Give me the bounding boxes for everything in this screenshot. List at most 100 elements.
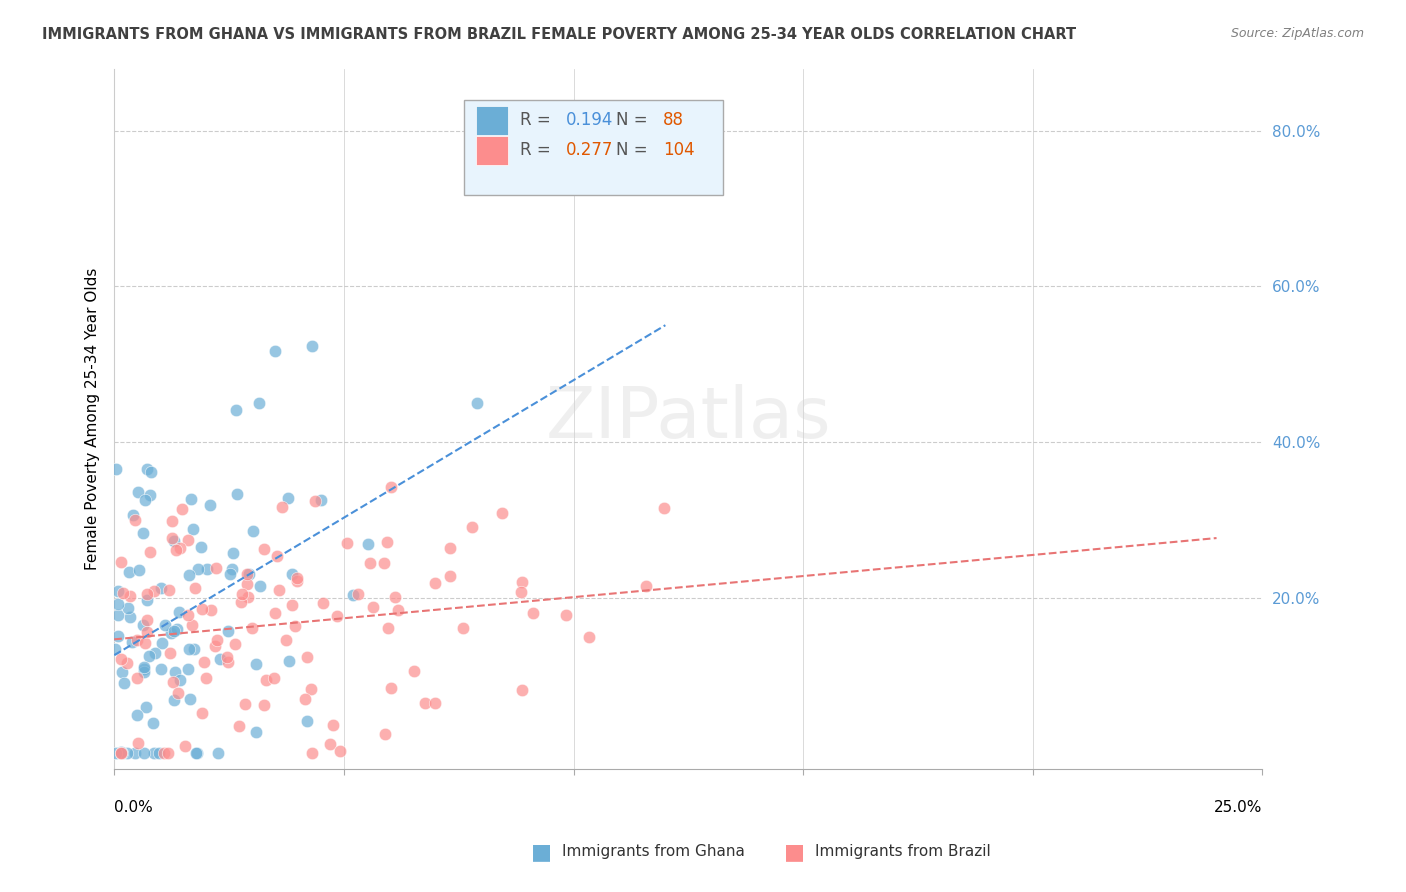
Text: N =: N = — [616, 112, 652, 129]
Point — [281, 598, 304, 612]
Point — [128, 563, 150, 577]
Text: 25.0%: 25.0% — [1215, 799, 1263, 814]
Point — [177, 607, 200, 622]
Point — [510, 575, 533, 590]
Point — [374, 726, 396, 740]
Point — [107, 629, 129, 643]
Point — [238, 590, 260, 604]
Point — [152, 636, 174, 650]
FancyBboxPatch shape — [464, 100, 723, 194]
Point — [110, 652, 132, 666]
Point — [207, 747, 229, 761]
Text: 0.194: 0.194 — [565, 112, 613, 129]
Point — [162, 674, 184, 689]
Point — [387, 603, 409, 617]
Point — [235, 577, 257, 591]
Text: 0.277: 0.277 — [565, 142, 613, 160]
Point — [124, 513, 146, 527]
Point — [121, 508, 143, 522]
Point — [240, 621, 263, 635]
Point — [578, 630, 600, 644]
Point — [163, 534, 186, 549]
Point — [124, 747, 146, 761]
Point — [342, 587, 364, 601]
Text: IMMIGRANTS FROM GHANA VS IMMIGRANTS FROM BRAZIL FEMALE POVERTY AMONG 25-34 YEAR : IMMIGRANTS FROM GHANA VS IMMIGRANTS FROM… — [42, 27, 1077, 42]
Point — [229, 595, 252, 609]
Text: 88: 88 — [664, 112, 685, 129]
Point — [186, 747, 208, 761]
Point — [110, 745, 132, 759]
FancyBboxPatch shape — [475, 136, 508, 165]
Point — [183, 641, 205, 656]
Text: N =: N = — [616, 142, 652, 160]
Point — [439, 568, 461, 582]
Point — [159, 646, 181, 660]
Point — [226, 487, 249, 501]
Point — [110, 747, 132, 761]
Point — [187, 562, 209, 576]
Point — [267, 582, 290, 597]
Point — [120, 589, 142, 603]
Point — [461, 519, 484, 533]
Point — [165, 665, 187, 679]
Point — [184, 747, 207, 761]
Point — [103, 641, 125, 656]
Point — [253, 541, 276, 556]
Point — [281, 566, 304, 581]
Point — [295, 714, 318, 728]
Point — [254, 673, 277, 687]
Point — [205, 632, 228, 647]
Point — [153, 747, 176, 761]
Point — [375, 535, 398, 549]
Point — [160, 531, 183, 545]
Point — [346, 587, 368, 601]
Point — [117, 600, 139, 615]
Point — [247, 396, 270, 410]
Point — [522, 607, 544, 621]
Text: ZIPatlas: ZIPatlas — [546, 384, 831, 453]
Point — [157, 582, 180, 597]
Point — [132, 747, 155, 761]
Point — [160, 625, 183, 640]
Point — [245, 725, 267, 739]
Point — [111, 746, 134, 760]
Point — [266, 549, 288, 564]
Point — [139, 545, 162, 559]
Point — [198, 498, 221, 512]
Point — [138, 648, 160, 663]
Point — [163, 624, 186, 638]
Point — [142, 716, 165, 731]
Point — [136, 624, 159, 639]
Point — [125, 633, 148, 648]
Point — [162, 693, 184, 707]
Point — [136, 613, 159, 627]
Point — [304, 494, 326, 508]
Point — [165, 542, 187, 557]
Point — [217, 655, 239, 669]
Point — [166, 622, 188, 636]
Point — [118, 565, 141, 579]
Point — [322, 718, 344, 732]
Text: ■: ■ — [785, 842, 804, 862]
Point — [222, 546, 245, 560]
Point — [177, 662, 200, 676]
Point — [491, 506, 513, 520]
Point — [127, 736, 149, 750]
Point — [413, 696, 436, 710]
Point — [451, 621, 474, 635]
Point — [231, 587, 253, 601]
Point — [287, 571, 309, 585]
Point — [139, 488, 162, 502]
Point — [115, 747, 138, 761]
Point — [135, 587, 157, 601]
Point — [195, 562, 218, 576]
Point — [118, 609, 141, 624]
Point — [145, 647, 167, 661]
Point — [104, 462, 127, 476]
Point — [179, 691, 201, 706]
Point — [107, 584, 129, 599]
Point — [110, 555, 132, 569]
Point — [172, 502, 194, 516]
Text: 104: 104 — [664, 142, 695, 160]
Point — [169, 541, 191, 555]
